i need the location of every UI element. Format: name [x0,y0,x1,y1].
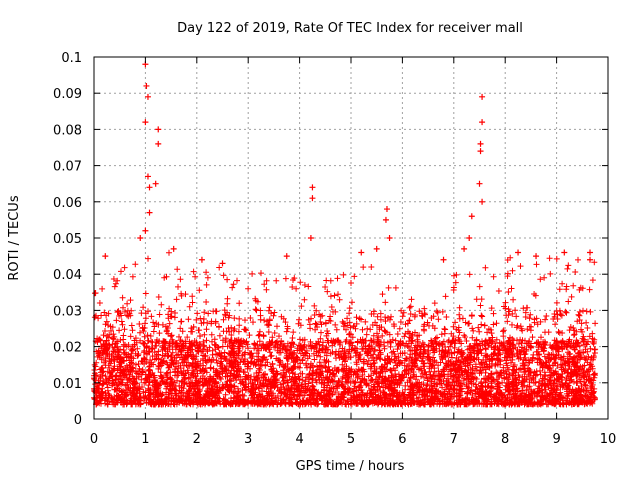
x-tick-label: 3 [244,432,252,447]
peak-point [307,235,314,241]
x-tick-label: 0 [90,432,98,447]
x-tick-label: 7 [450,432,458,447]
y-tick-label: 0.1 [61,51,82,66]
peak-point [461,245,468,252]
axes: 0 1 2 3 4 5 6 7 8 9 10 0 0.01 0.02 0.03 0.04 0.05 0.06 0.0… [53,51,616,447]
peak-point [198,256,205,263]
peak-point [533,253,540,260]
y-tick-label: 0.01 [53,377,82,392]
peak-point [155,126,162,133]
chart-title: Day 122 of 2019, Rate Of TEC Index for r… [177,21,523,36]
peak-point [382,216,389,223]
peak-point [309,195,316,202]
peak-point [170,245,177,252]
peak-point [386,235,393,241]
peak-point [219,260,226,267]
x-tick-label: 6 [398,432,406,447]
y-tick-label: 0.05 [53,232,82,247]
y-tick-label: 0 [74,413,82,428]
peak-point [283,253,290,260]
y-tick-label: 0.08 [53,123,82,138]
peak-point [152,180,159,187]
x-tick-label: 4 [295,432,303,447]
peak-point [561,249,568,256]
peak-point [587,249,594,256]
peak-point [468,213,475,220]
peak-point [142,119,149,126]
peak-point [146,184,153,191]
peak-point [373,245,380,252]
x-axis-label: GPS time / hours [296,459,405,474]
y-tick-label: 0.09 [53,87,82,102]
peak-point [102,253,109,260]
x-tick-label: 10 [600,432,617,447]
x-tick-label: 8 [501,432,509,447]
plot-frame [93,56,609,420]
peak-point [477,140,484,147]
peak-point [144,93,151,100]
y-tick-label: 0.06 [53,196,82,211]
y-tick-label: 0.03 [53,304,82,319]
peak-point [383,206,390,213]
peak-point [477,148,484,155]
peak-point [476,180,483,187]
peak-point [309,184,316,191]
x-tick-label: 1 [141,432,149,447]
peak-point [358,249,365,256]
peak-point [479,119,486,126]
peak-point [146,209,153,216]
y-tick-label: 0.02 [53,341,82,356]
peak-point [144,173,151,180]
peak-point [587,256,594,263]
x-tick-label: 5 [347,432,355,447]
peak-point [142,227,149,234]
y-tick-label: 0.04 [53,268,82,283]
y-axis-label: ROTI / TECUs [7,195,22,280]
peak-point [466,235,473,241]
x-tick-label: 9 [552,432,560,447]
peak-point [440,256,447,263]
peak-point [479,198,486,205]
y-tick-label: 0.07 [53,160,82,175]
peak-point [155,140,162,147]
peak-point [143,82,150,89]
x-tick-label: 2 [193,432,201,447]
peak-point [479,93,486,100]
peak-point [137,235,144,241]
peak-point [515,249,522,256]
